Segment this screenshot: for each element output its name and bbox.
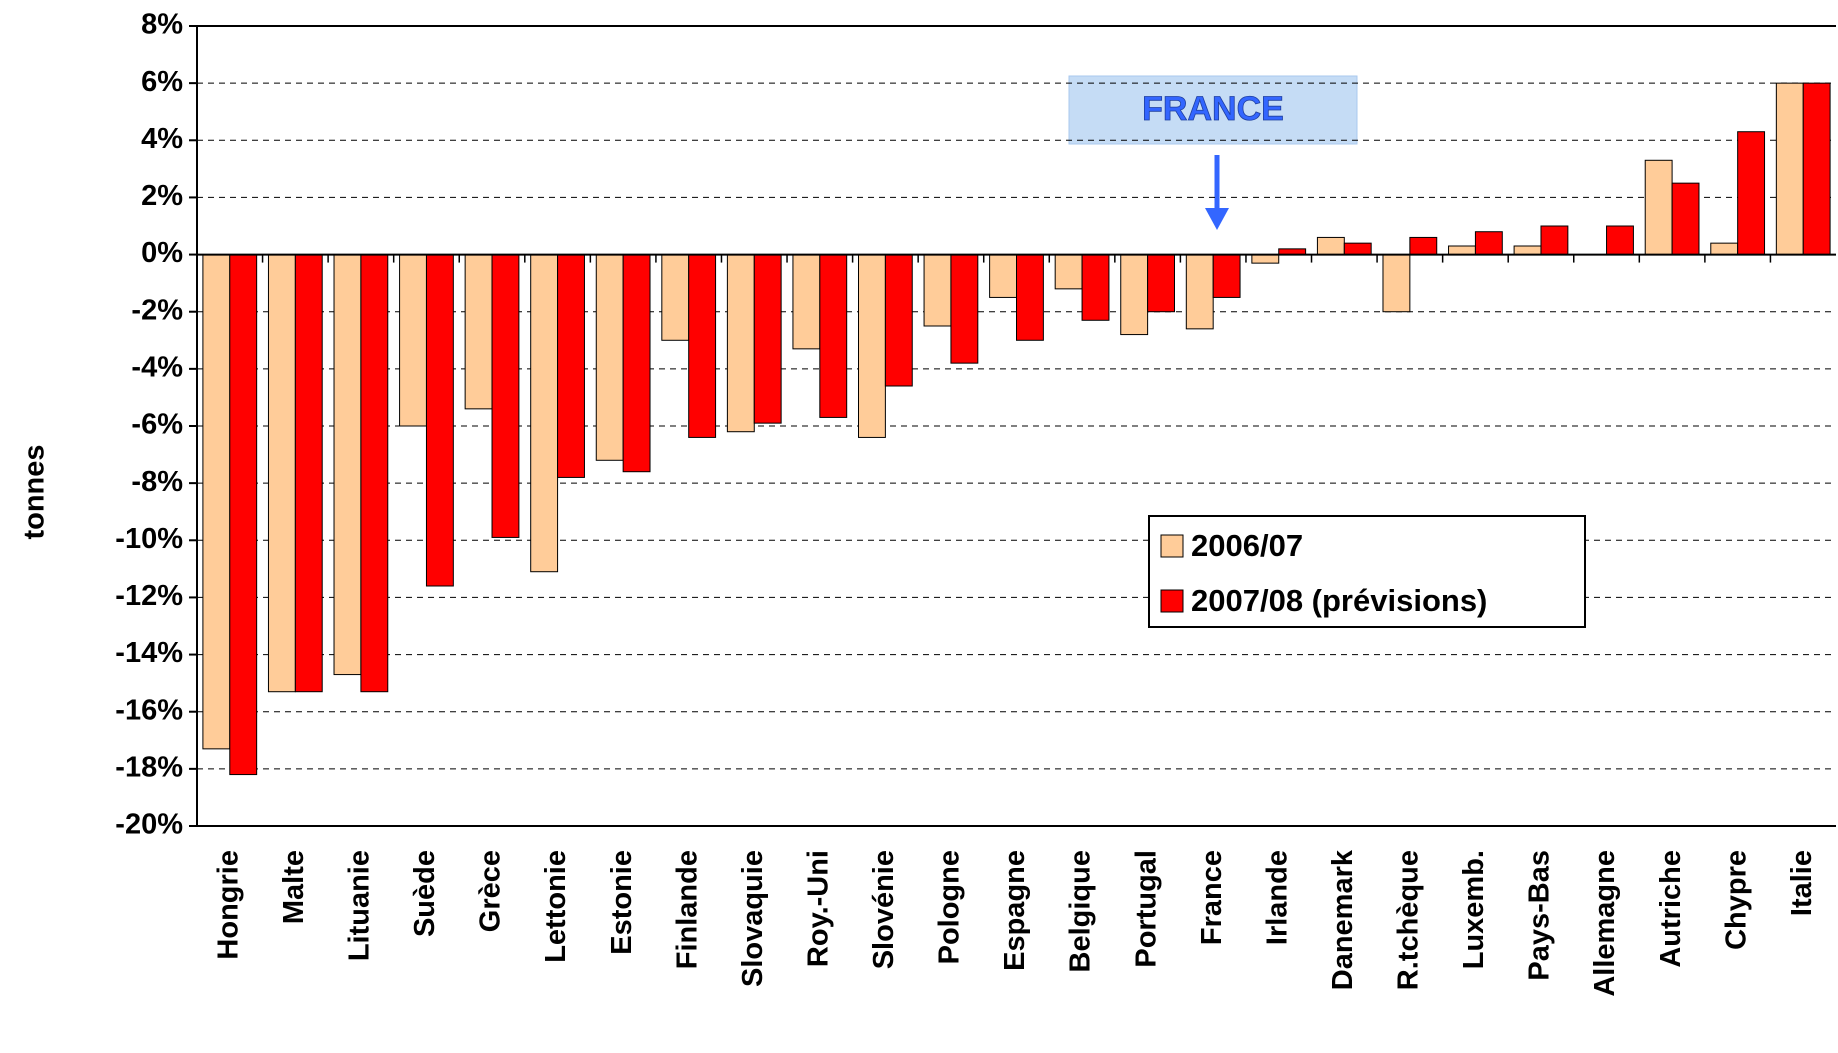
bar: [360, 254, 389, 693]
bar: [1448, 245, 1476, 256]
x-tick-label: Chypre: [1720, 850, 1752, 950]
bar: [425, 254, 454, 587]
bar: [202, 254, 231, 750]
x-tick-label: Grèce: [475, 850, 507, 932]
bar: [1343, 242, 1372, 256]
x-tick-label: Lettonie: [540, 850, 572, 963]
bar: [884, 254, 913, 387]
annotation-arrowhead: [1205, 208, 1229, 230]
bar: [950, 254, 979, 364]
legend-swatch: [1160, 534, 1184, 558]
bar: [333, 254, 362, 676]
x-tick-label: R.tchèque: [1393, 850, 1425, 990]
bar: [1513, 245, 1542, 256]
bar: [1251, 254, 1280, 264]
bar: [1710, 242, 1739, 256]
bar: [1775, 82, 1804, 256]
legend-swatch: [1160, 589, 1184, 613]
bar: [819, 254, 848, 418]
y-tick-label: 6%: [141, 66, 183, 98]
bar: [622, 254, 651, 473]
legend-label: 2006/07: [1191, 528, 1303, 563]
x-tick-label: Pologne: [934, 850, 966, 964]
bar: [1540, 225, 1569, 256]
bar: [1316, 236, 1345, 256]
bar: [989, 254, 1018, 298]
y-axis-label: tonnes: [19, 444, 51, 539]
y-tick-label: -2%: [131, 294, 183, 326]
bar: [595, 254, 624, 461]
x-tick-label: Portugal: [1130, 850, 1162, 968]
y-tick-label: -6%: [131, 409, 183, 441]
bar: [530, 254, 559, 573]
x-tick-label: Slovaquie: [737, 850, 769, 987]
bar: [661, 254, 690, 341]
bar: [1147, 254, 1175, 313]
legend-box: [1148, 515, 1586, 628]
x-tick-label: France: [1196, 850, 1228, 945]
annotation-box: [1068, 75, 1358, 145]
x-tick-label: Pays-Bas: [1524, 850, 1556, 981]
y-tick-label: -20%: [115, 809, 183, 841]
x-tick-label: Luxemb.: [1458, 850, 1490, 969]
legend-label: 2007/08 (prévisions): [1191, 583, 1487, 618]
bar: [1382, 254, 1411, 313]
x-tick-label: Allemagne: [1589, 850, 1621, 997]
bar: [1212, 254, 1241, 298]
x-tick-label: Finlande: [671, 850, 703, 969]
y-tick-label: -16%: [115, 694, 183, 726]
y-tick-label: -14%: [115, 637, 183, 669]
y-tick-label: 2%: [141, 180, 183, 212]
bar: [688, 254, 717, 438]
y-tick-label: -4%: [131, 352, 183, 384]
bar: [1671, 182, 1700, 256]
x-tick-label: Hongrie: [212, 850, 244, 960]
bar: [726, 254, 755, 433]
bar: [1606, 225, 1634, 256]
bar: [1474, 231, 1503, 256]
bar: [557, 254, 585, 478]
bar: [1644, 159, 1673, 256]
y-tick-label: -8%: [131, 466, 183, 498]
y-tick-label: 8%: [141, 9, 183, 41]
bar: [1185, 254, 1214, 330]
annotation: FRANCE: [1142, 90, 1284, 128]
bar: [792, 254, 821, 350]
x-tick-label: Danemark: [1327, 849, 1359, 990]
x-tick-label: Suède: [409, 850, 441, 937]
bar: [1054, 254, 1083, 290]
bar: [858, 254, 886, 438]
bar: [1120, 254, 1149, 336]
bar: [753, 254, 782, 424]
bar: [294, 254, 323, 693]
bar: [1802, 82, 1831, 256]
x-tick-label: Malte: [278, 850, 310, 924]
x-tick-label: Roy.-Uni: [802, 850, 834, 967]
y-tick-label: -18%: [115, 752, 183, 784]
bar: [1016, 254, 1044, 341]
x-tick-label: Lituanie: [344, 850, 376, 961]
x-tick-label: Italie: [1786, 850, 1818, 916]
y-tick-label: -12%: [115, 580, 183, 612]
bar: [1737, 131, 1766, 256]
x-tick-label: Espagne: [999, 850, 1031, 971]
y-tick-label: 4%: [141, 123, 183, 155]
bar: [399, 254, 427, 427]
bar: [464, 254, 493, 410]
bar: [1081, 254, 1110, 321]
x-tick-label: Belgique: [1065, 850, 1097, 972]
bar: [491, 254, 520, 538]
x-tick-label: Slovénie: [868, 850, 900, 969]
bar: [1409, 236, 1438, 256]
y-tick-label: 0%: [141, 237, 183, 269]
x-tick-label: Irlande: [1261, 850, 1293, 945]
x-tick-label: Estonie: [606, 850, 638, 955]
y-tick-label: -10%: [115, 523, 183, 555]
bar: [267, 254, 296, 693]
bar: [923, 254, 952, 327]
bar: [229, 254, 258, 776]
x-tick-label: Autriche: [1655, 850, 1687, 968]
